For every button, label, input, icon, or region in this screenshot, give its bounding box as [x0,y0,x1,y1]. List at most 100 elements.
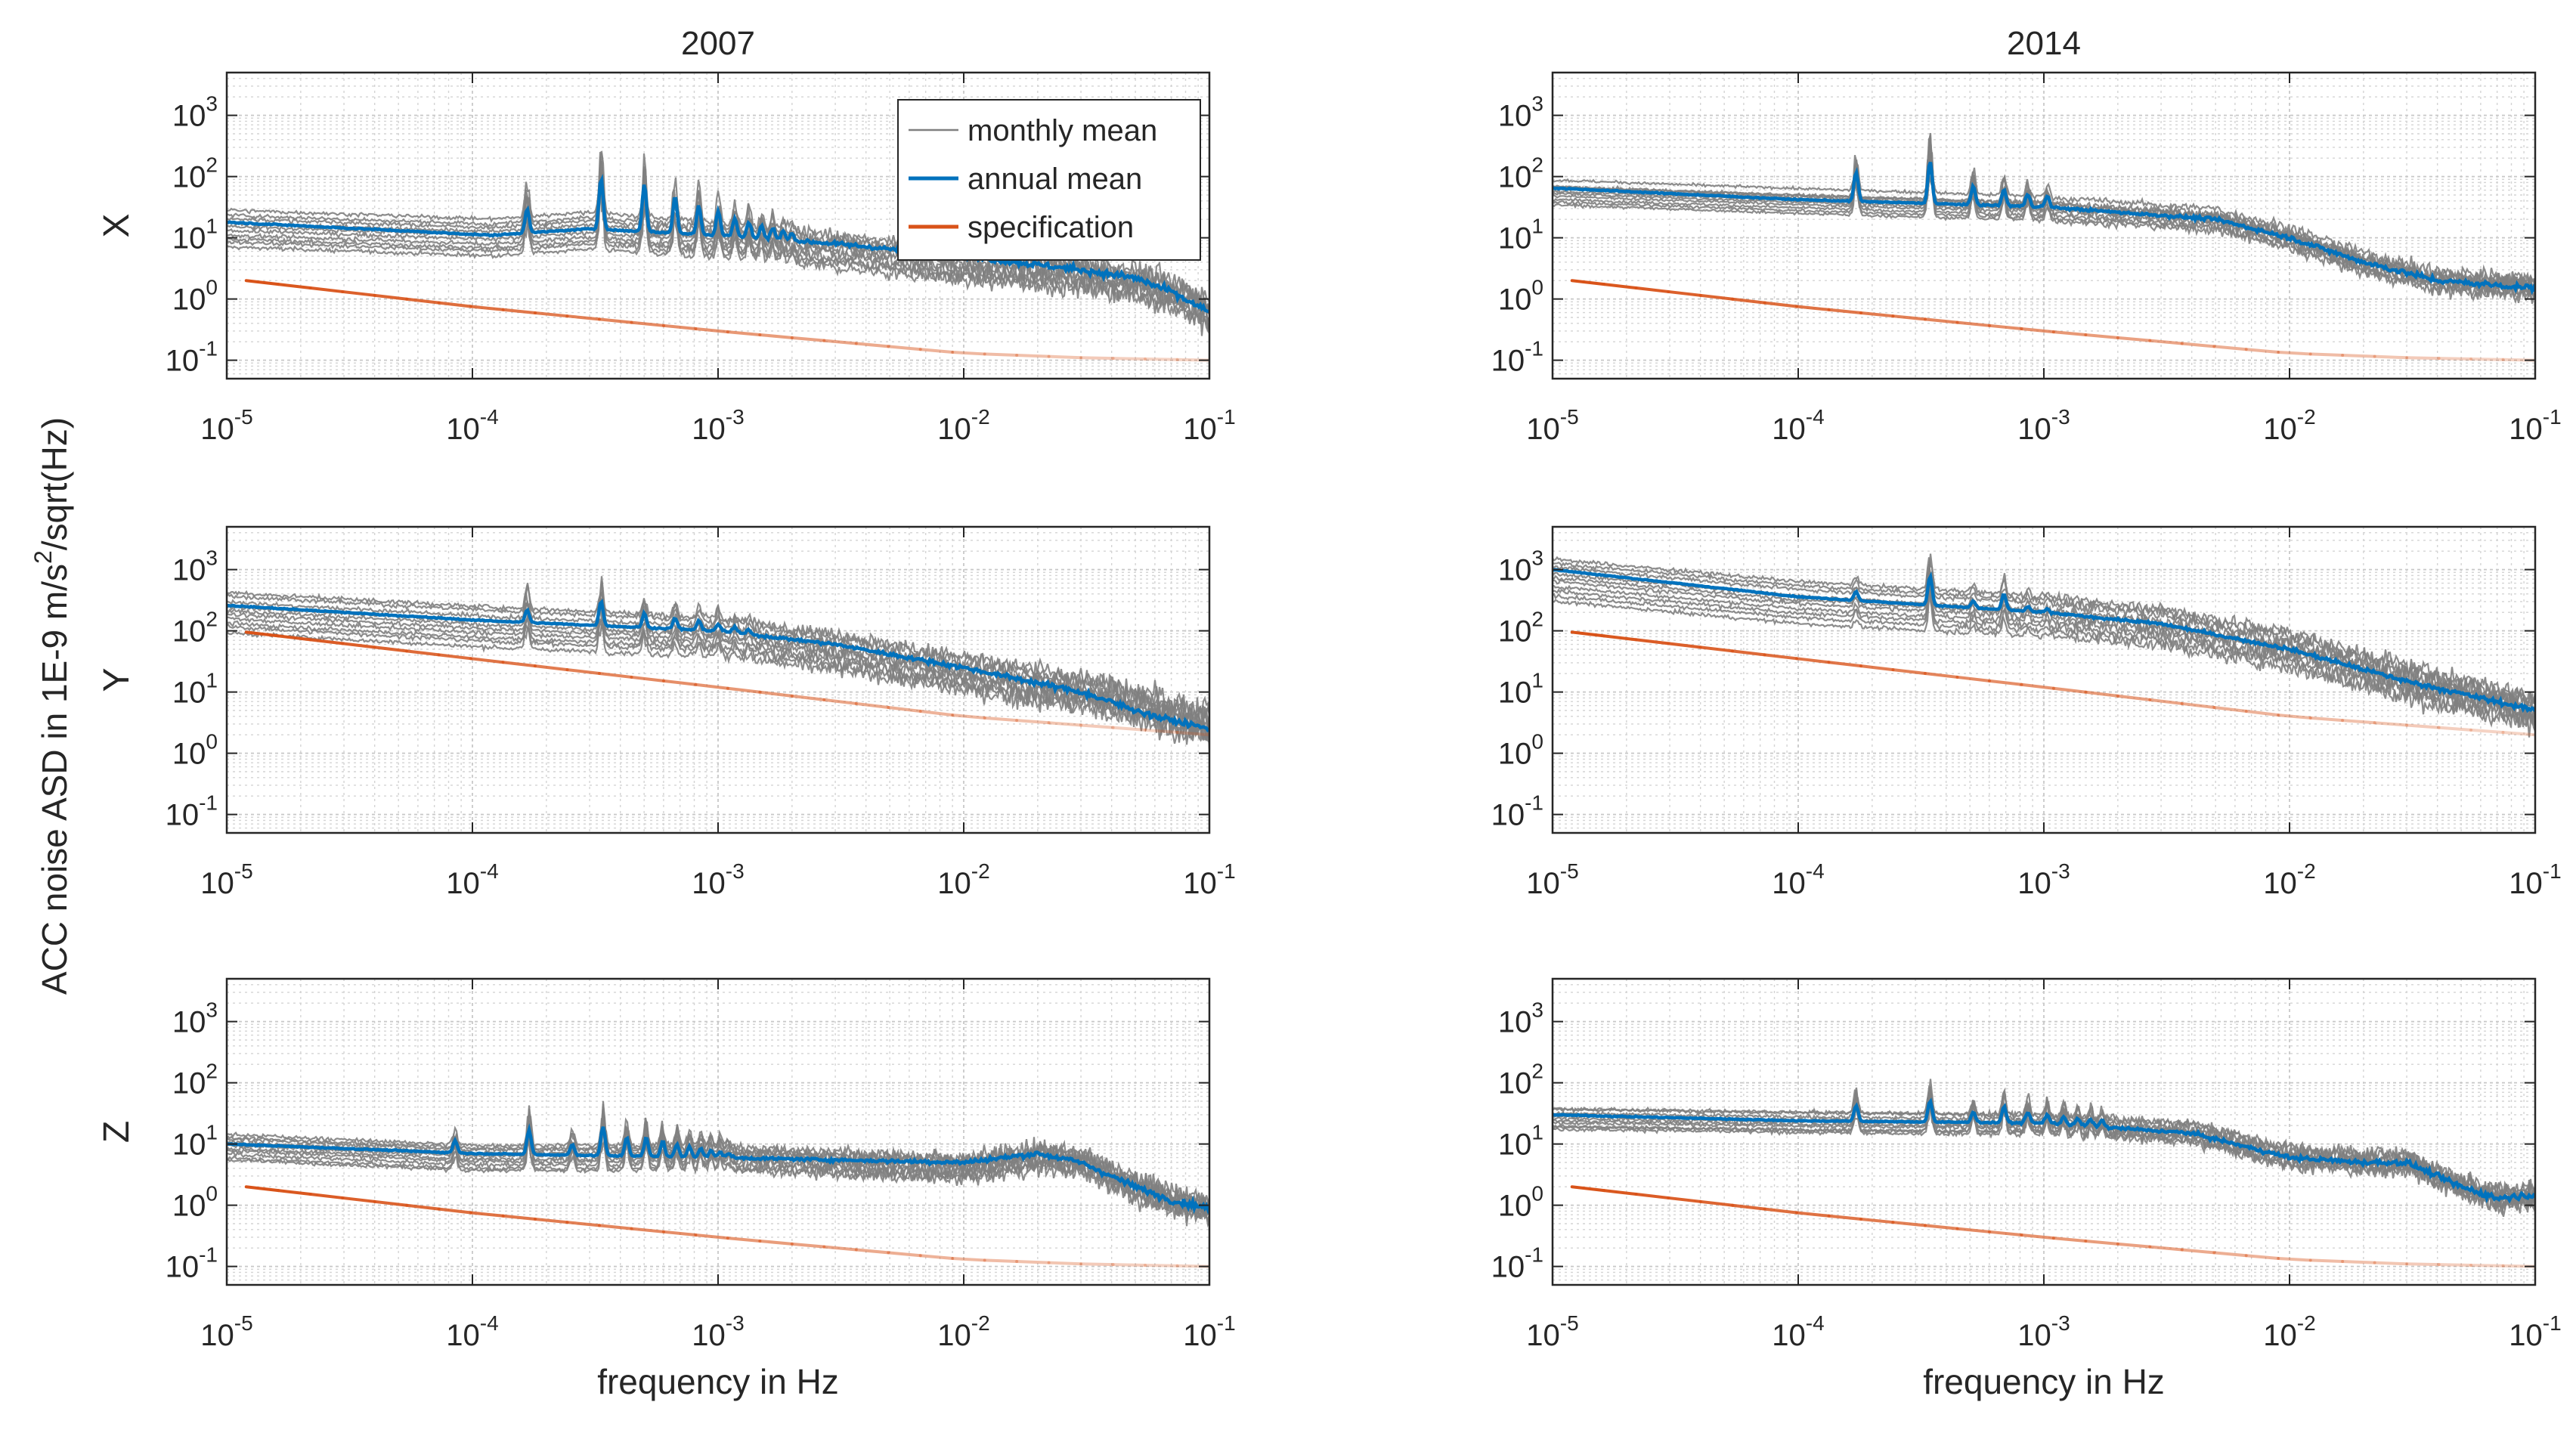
specification-segment [726,686,762,694]
figure-ylabel: ACC noise ASD in 1E-9 m/s2/sqrt(Hz) [29,417,74,995]
specification-segment [1634,286,1670,293]
series-monthly-mean [1553,1079,2535,1218]
specification-segment [1602,283,1638,290]
specification-segment [1144,357,1179,361]
specification-segment [534,311,569,318]
specification-segment [1175,731,1209,737]
specification-segment [2180,701,2216,709]
x-tick-label: 10-4 [1772,405,1824,446]
y-tick-label: 103 [172,92,218,133]
specification-segment [308,638,345,645]
specification-segment [2212,1251,2248,1258]
specification-segment [1111,726,1147,732]
specification-segment [758,690,794,698]
specification-segment [308,286,345,293]
specification-segment [983,1258,1019,1264]
panel-title: 2014 [2007,25,2081,62]
series-specification [1570,279,2535,362]
monthly-mean-line [227,606,1209,738]
specification-segment [2308,716,2345,723]
x-tick-label: 10-4 [1772,1311,1824,1352]
x-tick-label: 10-5 [1526,1311,1578,1352]
specification-segment [887,345,922,351]
specification-segment [244,630,280,638]
specification-segment [1667,1196,1702,1203]
specification-segment [2148,698,2184,705]
specification-segment [308,1193,345,1199]
specification-segment [2373,354,2409,360]
specification-segment [661,1230,698,1237]
specification-segment [2212,345,2248,351]
x-tick-label: 10-3 [2017,859,2070,900]
specification-segment [790,1242,826,1249]
specification-segment [2244,1254,2280,1261]
x-axis-label: frequency in Hz [1923,1362,2165,1401]
specification-segment [1827,661,1863,668]
x-tick-label: 10-2 [937,405,989,446]
specification-segment [1955,675,1991,682]
specification-segment [790,336,826,342]
specification-segment [758,333,794,339]
y-tick-label: 10-1 [166,791,218,832]
specification-segment [405,649,441,657]
specification-segment [405,1203,441,1211]
specification-segment [1923,1224,1959,1230]
x-tick-label: 10-5 [1526,405,1578,446]
ticks [1552,73,2536,379]
y-tick-label: 101 [1498,1121,1543,1162]
specification-segment [2373,1261,2409,1266]
axis-component-label: Z [97,1121,137,1143]
y-tick-label: 102 [1498,1060,1543,1100]
specification-segment [2437,1263,2473,1267]
specification-segment [2084,333,2119,339]
specification-segment [951,1257,986,1262]
specification-segment [2244,348,2280,354]
specification-segment [405,297,441,305]
specification-segment [1111,1263,1147,1267]
specification-segment [630,1227,665,1233]
specification-segment [1047,354,1083,360]
x-tick-label: 10-1 [2509,859,2561,900]
y-tick-label: 103 [1498,998,1543,1039]
y-tick-label: 100 [1498,730,1543,771]
specification-segment [534,664,569,672]
specification-segment [1827,308,1863,314]
specification-segment [2051,330,2088,336]
series-annual-mean [1553,161,2535,296]
specification-segment [1015,1260,1051,1264]
specification-segment [1079,723,1115,729]
axis-component-label: X [97,213,137,237]
y-tick-label: 10-1 [166,337,218,378]
specification-segment [2244,710,2280,717]
specification-segment [277,283,312,290]
plot-area [1553,132,2535,362]
specification-segment [2501,731,2535,737]
y-tick-label: 100 [172,1182,218,1223]
specification-segment [1795,305,1831,311]
y-tick-label: 100 [172,730,218,771]
y-tick-label: 103 [172,998,218,1039]
panel-2007-X: 10-5 10-4 10-3 10-2 10-1 10-1 100 101 102 103 2007… [97,25,1236,446]
panel-2007-Y: 10-5 10-4 10-3 10-2 10-1 10-1 100 101 102 103 Y [97,525,1236,900]
ylabel-tail: /sqrt(Hz) [35,417,74,550]
specification-segment [1859,311,1895,318]
specification-segment [2277,351,2312,356]
specification-segment [1987,679,2023,686]
y-tick-label: 100 [1498,1182,1543,1223]
specification-segment [244,279,280,286]
specification-segment [630,320,665,327]
x-tick-label: 10-5 [200,859,252,900]
y-tick-label: 101 [1498,669,1543,710]
specification-segment [1144,1263,1179,1268]
specification-segment [1891,1221,1927,1227]
specification-segment [2116,336,2152,342]
x-tick-label: 10-3 [692,405,744,446]
y-tick-label: 103 [1498,546,1543,587]
specification-segment [2051,1237,2088,1243]
y-tick-label: 102 [1498,153,1543,194]
specification-segment [277,634,312,642]
specification-segment [1111,357,1147,361]
plot-area [227,1100,1209,1268]
y-tick-label: 10-1 [1491,337,1543,378]
specification-segment [437,301,473,308]
